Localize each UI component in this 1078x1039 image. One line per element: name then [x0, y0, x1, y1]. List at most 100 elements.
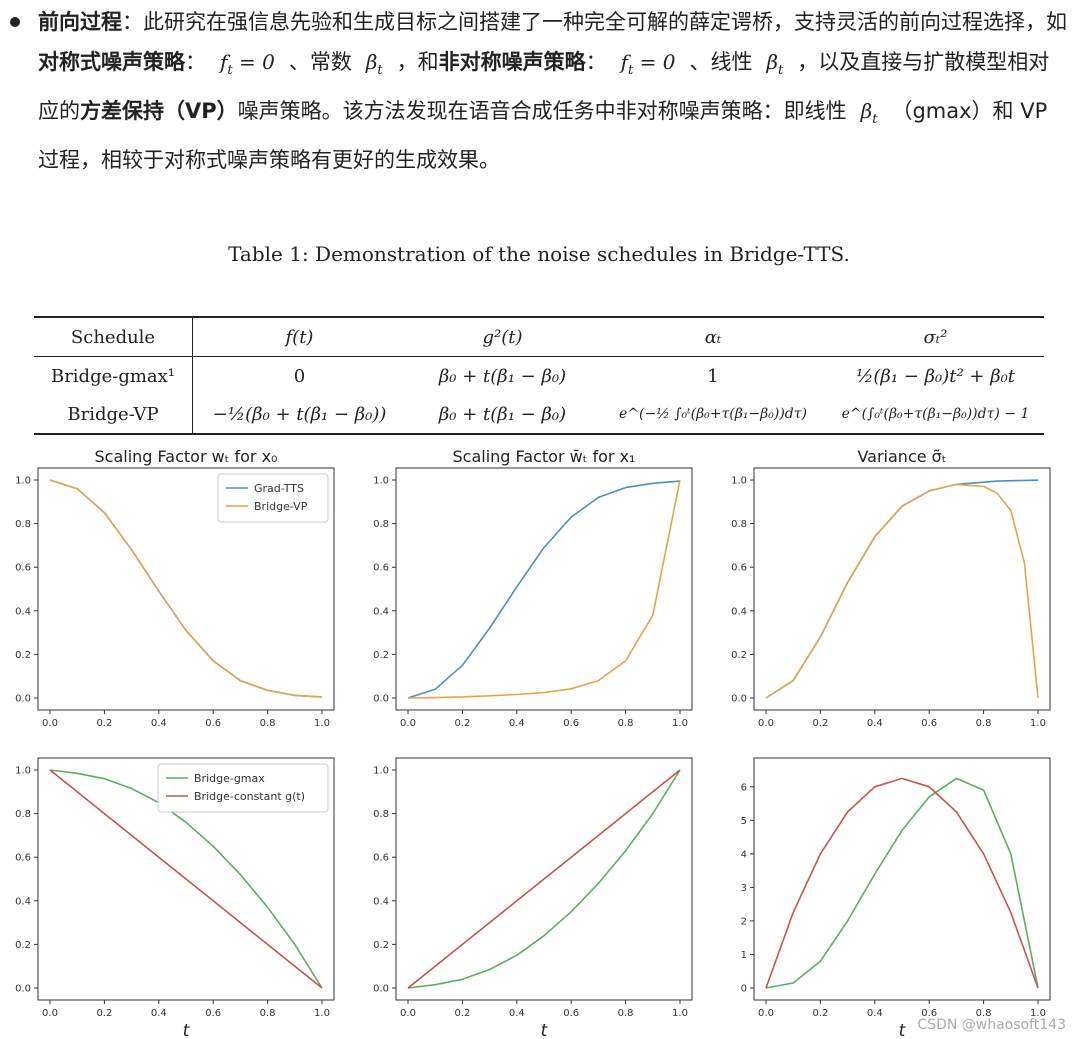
cell-alpha: 1: [707, 365, 719, 387]
series-line-2: [765, 483, 1039, 699]
table-caption: Table 1: Demonstration of the noise sche…: [228, 242, 850, 266]
series-line-1: [49, 769, 323, 989]
y-tick-label: 0.2: [373, 940, 389, 951]
chart-panel-4: 0.0 0.2 0.4 0.6 0.8 1.0 0.0 0.2 0.4 0.6 0.8 1.0 t Bri…: [15, 757, 335, 1039]
intro-text-2: ：: [185, 50, 206, 74]
series-line-1: [407, 769, 681, 989]
cell-schedule: Bridge-VP: [34, 395, 193, 434]
header-sigma: σₜ²: [923, 326, 948, 348]
y-tick-label: 1: [741, 950, 747, 961]
x-tick-label: 0.6: [205, 1008, 221, 1019]
x-tick-label: 1.0: [314, 718, 330, 729]
y-tick-label: 5: [741, 816, 747, 827]
x-tick-label: 0.0: [42, 718, 58, 729]
cell-sigma: e^(∫₀ᵗ(β₀+τ(β₁−β₀))dτ) − 1: [841, 406, 1030, 422]
term-vp: 方差保持（VP）: [80, 99, 238, 123]
y-tick-label: 2: [741, 916, 747, 927]
y-tick-label: 0.2: [731, 650, 747, 661]
x-tick-label: 0.0: [758, 718, 774, 729]
bullet-icon: [10, 17, 20, 27]
x-tick-label: 0.0: [400, 718, 416, 729]
noise-schedule-table: Schedule f(t) g²(t) αₜ σₜ² Bridge-gmax¹ …: [34, 316, 1044, 435]
cell-ft: −½(β₀ + t(β₁ − β₀)): [212, 403, 387, 425]
x-tick-label: 1.0: [672, 718, 688, 729]
x-tick-label: 0.2: [96, 718, 112, 729]
x-tick-label: 0.8: [618, 1008, 634, 1019]
x-tick-label: 1.0: [1030, 718, 1046, 729]
x-tick-label: 0.8: [260, 1008, 276, 1019]
y-tick-label: 0.8: [15, 519, 31, 530]
cell-alpha: e^(−½ ∫₀ᵗ(β₀+τ(β₁−β₀))dτ): [619, 406, 807, 422]
x-tick-label: 0.8: [976, 1008, 992, 1019]
y-tick-label: 6: [741, 782, 747, 793]
table-row: Bridge-gmax¹ 0 β₀ + t(β₁ − β₀) 1 ½(β₁ − …: [34, 356, 1044, 395]
math-ft: ft = 0: [220, 50, 275, 78]
x-tick-label: 0.4: [867, 718, 883, 729]
cell-schedule: Bridge-gmax¹: [34, 356, 193, 395]
x-tick-label: 0.6: [563, 1008, 579, 1019]
lead-term: 前向过程: [38, 10, 122, 34]
legend-entry: Bridge-constant g(t): [194, 790, 305, 803]
series-line-1: [765, 777, 1039, 989]
x-tick-label: 0.0: [400, 1008, 416, 1019]
x-axis-label: t: [541, 1021, 549, 1039]
intro-text-9: （gmax）和 VP 过程，相较于对称式噪声策略有更好的生成效果。: [38, 99, 1048, 172]
term-symmetric: 对称式噪声策略: [38, 50, 185, 74]
legend-box: [157, 763, 329, 813]
intro-text-7: ，以及直接与扩散模型相对应的: [38, 50, 1050, 123]
cell-ft: 0: [293, 365, 306, 387]
term-asymmetric: 非对称噪声策略: [438, 50, 586, 74]
header-ft: f(t): [285, 326, 314, 348]
y-tick-label: 0.6: [373, 853, 389, 864]
y-tick-label: 0.6: [15, 853, 31, 864]
x-tick-label: 1.0: [314, 1008, 330, 1019]
y-tick-label: 0.0: [373, 694, 389, 705]
header-alpha: αₜ: [704, 326, 722, 348]
x-tick-label: 0.4: [151, 718, 167, 729]
intro-text-4: ，和: [396, 50, 439, 74]
chart-panel-2: 0.0 0.2 0.4 0.6 0.8 1.0 0.0 0.2 0.4 0.6 0.8 1.0 Scal…: [373, 447, 693, 729]
y-tick-label: 0.0: [15, 984, 31, 995]
y-tick-label: 0.8: [373, 809, 389, 820]
intro-text-1: ：此研究在强信息先验和生成目标之间搭建了一种完全可解的薛定谔桥，支持灵活的前向过…: [122, 10, 1067, 34]
y-tick-label: 0.0: [15, 694, 31, 705]
y-tick-label: 0.2: [15, 650, 31, 661]
x-tick-label: 0.0: [42, 1008, 58, 1019]
legend-entry: Bridge-VP: [254, 500, 308, 513]
header-g2t: g²(t): [482, 326, 523, 348]
legend-entry: Bridge-gmax: [194, 772, 265, 785]
x-tick-label: 0.2: [454, 718, 470, 729]
x-tick-label: 0.4: [509, 1008, 525, 1019]
plot-frame: [753, 757, 1051, 1001]
watermark: CSDN @whaosoft143: [917, 1017, 1066, 1033]
intro-text-3: 、常数: [288, 50, 352, 74]
y-tick-label: 0.2: [373, 650, 389, 661]
x-tick-label: 0.6: [563, 718, 579, 729]
x-tick-label: 0.8: [976, 718, 992, 729]
x-tick-label: 0.6: [921, 1008, 937, 1019]
y-tick-label: 1.0: [15, 476, 31, 487]
y-tick-label: 0.0: [373, 984, 389, 995]
y-tick-label: 0.4: [15, 896, 31, 907]
legend-entry: Grad-TTS: [254, 482, 304, 495]
y-tick-label: 0.4: [373, 606, 389, 617]
x-axis-label: t: [183, 1021, 191, 1039]
x-tick-label: 0.4: [867, 1008, 883, 1019]
legend-box: [217, 473, 329, 523]
math-beta-2: βt: [766, 50, 784, 78]
cell-sigma: ½(β₁ − β₀)t² + β₀t: [855, 365, 1016, 387]
intro-text-6: 、线性: [689, 50, 753, 74]
y-tick-label: 0.6: [373, 563, 389, 574]
x-tick-label: 0.4: [509, 718, 525, 729]
x-tick-label: 0.6: [921, 718, 937, 729]
intro-text-5: ：: [585, 50, 607, 74]
math-beta-1: βt: [365, 50, 383, 78]
y-tick-label: 0.8: [15, 809, 31, 820]
x-tick-label: 0.2: [812, 1008, 828, 1019]
x-tick-label: 1.0: [1030, 1008, 1046, 1019]
math-beta-3: βt: [860, 99, 878, 127]
y-tick-label: 1.0: [15, 766, 31, 777]
intro-text-8: 噪声策略。该方法发现在语音合成任务中非对称噪声策略：即线性: [237, 99, 847, 123]
x-tick-label: 0.0: [758, 1008, 774, 1019]
cell-g2t: β₀ + t(β₁ − β₀): [438, 365, 567, 387]
